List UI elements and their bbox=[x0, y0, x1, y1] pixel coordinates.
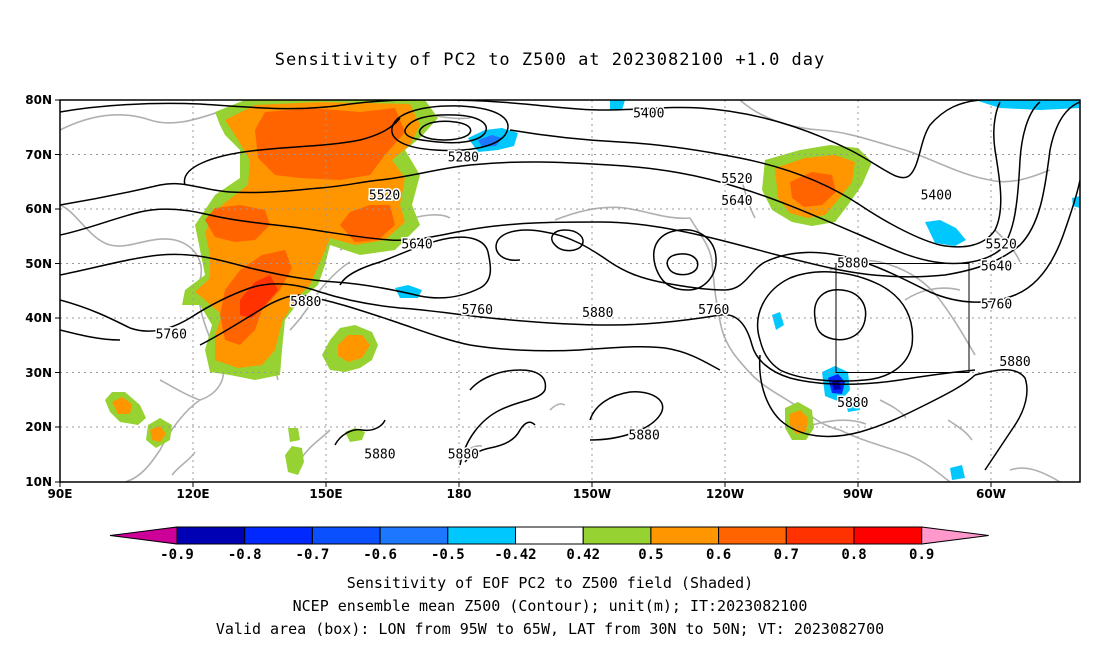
lat-label-20n: 20N bbox=[25, 420, 52, 434]
contour-label: 5520 bbox=[986, 238, 1017, 253]
footer-line-2: NCEP ensemble mean Z500 (Contour); unit(… bbox=[292, 597, 808, 615]
colorbar-tick-label: -0.5 bbox=[431, 547, 465, 563]
contour-label: 5520 bbox=[721, 172, 752, 187]
lon-label-150w: 150W bbox=[573, 487, 611, 501]
valid-area-box bbox=[835, 263, 970, 373]
colorbar-tick-label: 0.7 bbox=[774, 547, 799, 563]
contour-label: 5880 bbox=[837, 257, 868, 272]
contour-label: 5400 bbox=[633, 107, 664, 122]
contour-label: 5760 bbox=[462, 303, 493, 318]
colorbar-tick-label: -0.8 bbox=[228, 547, 262, 563]
contour-label: 5640 bbox=[981, 259, 1012, 274]
map-title: Sensitivity of PC2 to Z500 at 2023082100… bbox=[274, 50, 826, 70]
colorbar-segment bbox=[718, 526, 787, 545]
contour-label: 5880 bbox=[582, 306, 613, 321]
lon-label-120w: 120W bbox=[706, 487, 744, 501]
colorbar-tick-label: 0.9 bbox=[909, 547, 934, 563]
lon-axis: 90E 120E 150E 180 150W 120W 90W 60W bbox=[48, 482, 1006, 501]
contour-label: 5760 bbox=[981, 298, 1012, 313]
colorbar-segment bbox=[650, 526, 720, 545]
colorbar-tick-label: 0.5 bbox=[638, 547, 663, 563]
lon-label-90e: 90E bbox=[48, 487, 73, 501]
colorbar-arrow-left bbox=[109, 526, 178, 545]
lat-label-10n: 10N bbox=[25, 475, 52, 489]
colorbar-segment bbox=[176, 526, 246, 545]
colorbar-tick-label: 0.42 bbox=[566, 547, 600, 563]
footer-line-1: Sensitivity of EOF PC2 to Z500 field (Sh… bbox=[346, 574, 754, 592]
colorbar-tick-label: -0.6 bbox=[363, 547, 397, 563]
contour-label: 5760 bbox=[698, 303, 729, 318]
contour-label: 5880 bbox=[837, 396, 868, 411]
colorbar-arrow-right bbox=[921, 526, 989, 545]
lat-label-50n: 50N bbox=[25, 257, 52, 271]
z500-contours bbox=[60, 100, 1080, 471]
colorbar-tick-label: -0.7 bbox=[296, 547, 330, 563]
lat-label-40n: 40N bbox=[25, 311, 52, 325]
colorbar-segment bbox=[785, 526, 855, 545]
colorbar-segment bbox=[244, 526, 313, 545]
lat-label-70n: 70N bbox=[25, 148, 52, 162]
colorbar: -0.9 -0.8 -0.7 -0.6 -0.5 -0.42 0.42 0.5 0.6 0.7 0.… bbox=[109, 526, 989, 563]
contour-label: 5880 bbox=[290, 295, 321, 310]
lon-label-180: 180 bbox=[446, 487, 471, 501]
contour-label: 5400 bbox=[921, 189, 952, 204]
colorbar-tick-label: -0.9 bbox=[160, 547, 194, 563]
contour-label: 5880 bbox=[999, 355, 1030, 370]
sensitivity-shading bbox=[105, 100, 1080, 480]
contour-labels: 5400 5280 5520 5520 5640 5640 5400 5520 5640 5760… bbox=[154, 105, 1032, 464]
plot-frame bbox=[59, 99, 1081, 483]
lon-label-150e: 150E bbox=[309, 487, 342, 501]
lon-label-90w: 90W bbox=[843, 487, 873, 501]
contour-label: 5880 bbox=[629, 429, 660, 444]
contour-label: 5520 bbox=[369, 189, 400, 204]
colorbar-segment bbox=[853, 526, 923, 545]
lat-label-80n: 80N bbox=[25, 93, 52, 107]
footer-line-3: Valid area (box): LON from 95W to 65W, L… bbox=[215, 620, 885, 638]
colorbar-segment bbox=[447, 526, 516, 545]
contour-label: 5280 bbox=[448, 150, 479, 165]
contour-label: 5640 bbox=[401, 238, 432, 253]
colorbar-segment bbox=[311, 526, 381, 545]
gridlines bbox=[60, 100, 1080, 482]
colorbar-segment bbox=[379, 526, 449, 545]
contour-label: 5880 bbox=[448, 448, 479, 463]
contour-label: 5760 bbox=[156, 328, 187, 343]
lon-label-120e: 120E bbox=[176, 487, 209, 501]
colorbar-segment bbox=[515, 526, 584, 545]
contour-label: 5880 bbox=[364, 448, 395, 463]
lon-label-60w: 60W bbox=[976, 487, 1006, 501]
lat-label-60n: 60N bbox=[25, 202, 52, 216]
colorbar-tick-label: -0.42 bbox=[494, 547, 536, 563]
lat-axis: 80N 70N 60N 50N 40N 30N 20N 10N bbox=[25, 93, 60, 489]
colorbar-tick-label: 0.6 bbox=[706, 547, 731, 563]
contour-label: 5640 bbox=[721, 194, 752, 209]
colorbar-tick-label: 0.8 bbox=[841, 547, 866, 563]
lat-label-30n: 30N bbox=[25, 366, 52, 380]
colorbar-segment bbox=[582, 526, 652, 545]
